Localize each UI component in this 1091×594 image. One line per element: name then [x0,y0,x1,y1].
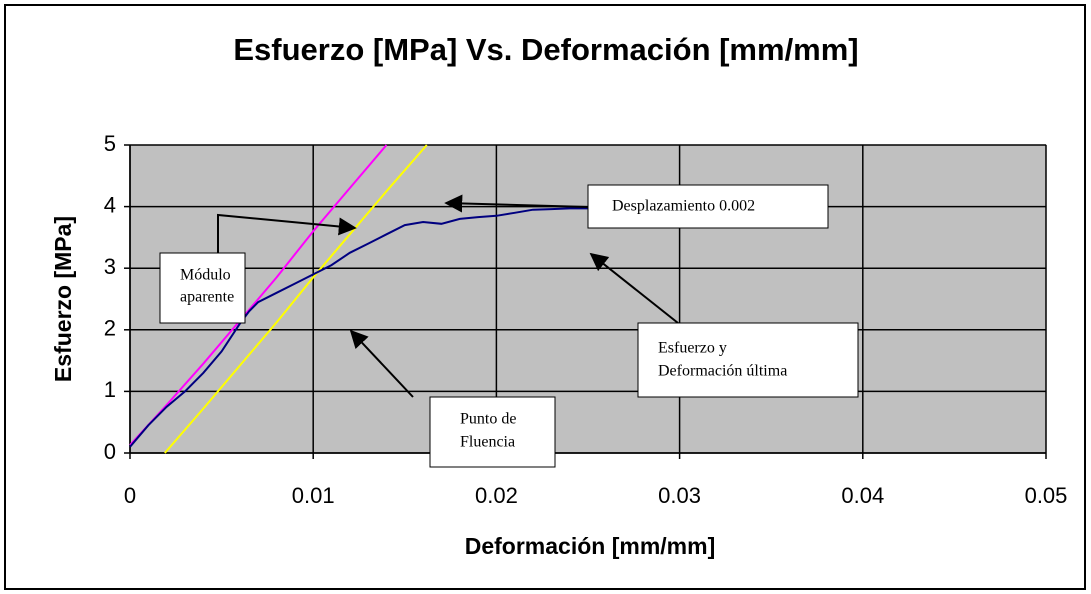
chart-title: Esfuerzo [MPa] Vs. Deformación [mm/mm] [233,32,858,67]
arrow [589,252,679,324]
note-text: Desplazamiento 0.002 [612,198,755,215]
annotations: Módulo aparente Desplazamiento 0.002 Esf… [159,184,859,468]
x-axis-label: Deformación [mm/mm] [465,533,715,559]
x-tick-label: 0.03 [658,483,701,508]
x-tick-label: 0.05 [1025,483,1068,508]
series-line [129,207,588,448]
x-tick-label: 0.02 [475,483,518,508]
note-text: Punto de [460,411,516,428]
arrow [217,213,357,258]
arrow [444,194,589,213]
y-tick-label: 4 [104,192,116,217]
arrow [349,329,414,398]
note-box [637,322,859,398]
y-tick-label: 2 [104,316,116,341]
y-tick-label: 1 [104,377,116,402]
y-tick-label: 0 [104,439,116,464]
y-tick-label: 3 [104,254,116,279]
series-line [164,144,428,454]
note-text: Esfuerzo y [658,340,727,357]
note-text: aparente [180,289,234,306]
y-tick-label: 5 [104,131,116,156]
note-box [587,184,829,229]
x-tick-label: 0 [124,483,136,508]
note-text: Deformación última [658,363,787,380]
note-text: Módulo [180,267,231,284]
y-axis-label: Esfuerzo [MPa] [50,216,76,382]
series-line [129,144,388,446]
x-tick-label: 0.04 [841,483,884,508]
note-box [429,396,556,468]
x-tick-label: 0.01 [292,483,335,508]
note-box [159,252,246,324]
note-text: Fluencia [460,434,515,451]
